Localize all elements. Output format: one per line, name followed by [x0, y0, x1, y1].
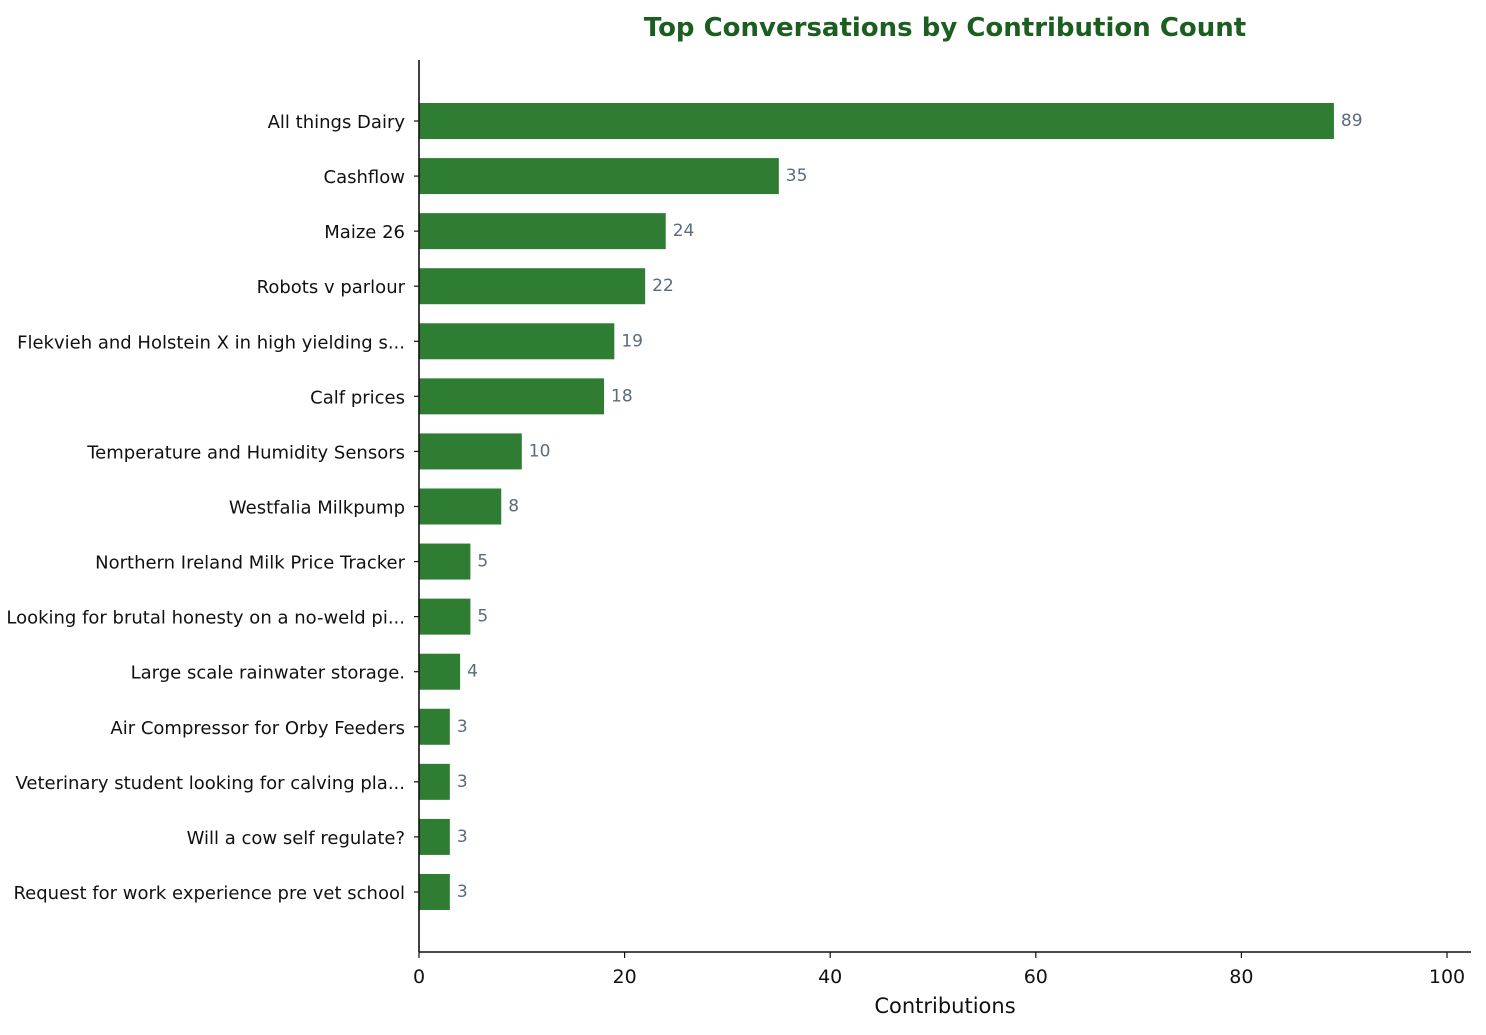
bar [419, 158, 779, 195]
category-label: Maize 26 [324, 222, 405, 243]
category-labels: All things Dairy Cashflow Maize 26 Robots v… [6, 112, 419, 904]
category-label: Looking for brutal honesty on a no-weld … [6, 608, 405, 629]
value-label: 19 [621, 331, 643, 351]
bars-group [419, 103, 1334, 910]
category-label: Temperature and Humidity Sensors [86, 442, 405, 463]
bar [419, 763, 450, 800]
value-label: 8 [508, 496, 519, 516]
value-labels: 89 35 24 22 19 18 10 8 5 5 4 3 3 3 3 [457, 111, 1363, 902]
category-label: Large scale rainwater storage. [131, 663, 405, 684]
value-label: 3 [457, 882, 468, 902]
bar [419, 488, 502, 525]
x-tick-label: 80 [1229, 966, 1253, 988]
bar [419, 708, 450, 745]
category-label: Veterinary student looking for calving p… [15, 773, 405, 794]
value-label: 3 [457, 717, 468, 737]
value-label: 5 [477, 552, 488, 572]
value-label: 22 [652, 276, 674, 296]
bar [419, 433, 522, 470]
bar [419, 653, 461, 690]
category-label: Westfalia Milkpump [229, 497, 405, 518]
chart-title: Top Conversations by Contribution Count [644, 13, 1246, 43]
bar [419, 268, 646, 305]
bar [419, 378, 605, 415]
category-label: Robots v parlour [257, 277, 406, 298]
category-label: Cashflow [324, 167, 405, 188]
value-label: 89 [1341, 111, 1363, 131]
bar [419, 873, 450, 910]
bar [419, 103, 1334, 139]
x-ticks: 0 20 40 60 80 100 [413, 952, 1465, 988]
bar [419, 543, 471, 580]
x-tick-label: 100 [1429, 966, 1465, 988]
value-label: 4 [467, 662, 478, 682]
x-tick-label: 40 [818, 966, 842, 988]
axes [418, 60, 1471, 953]
value-label: 18 [611, 386, 633, 406]
bar [419, 818, 450, 855]
value-label: 10 [529, 441, 551, 461]
x-axis-title: Contributions [874, 994, 1015, 1018]
x-tick-label: 60 [1024, 966, 1048, 988]
category-label: Flekvieh and Holstein X in high yielding… [17, 332, 405, 353]
bar [419, 213, 666, 250]
bar [419, 598, 471, 635]
category-label: All things Dairy [268, 112, 406, 133]
value-label: 35 [786, 166, 808, 186]
category-label: Calf prices [310, 387, 405, 408]
value-label: 5 [477, 607, 488, 627]
category-label: Request for work experience pre vet scho… [13, 883, 405, 904]
category-label: Air Compressor for Orby Feeders [110, 718, 405, 739]
value-label: 24 [673, 221, 695, 241]
value-label: 3 [457, 827, 468, 847]
value-label: 3 [457, 772, 468, 792]
bar [419, 323, 615, 360]
x-tick-label: 0 [413, 966, 425, 988]
category-label: Will a cow self regulate? [187, 828, 405, 849]
category-label: Northern Ireland Milk Price Tracker [95, 553, 405, 574]
x-tick-label: 20 [613, 966, 637, 988]
